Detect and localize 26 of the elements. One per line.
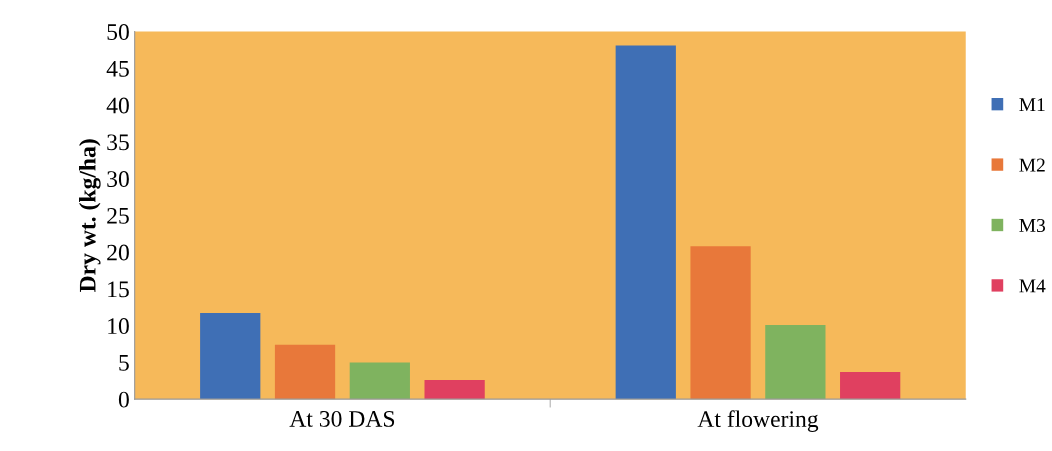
bar	[840, 371, 901, 400]
legend-label: M3	[1019, 218, 1046, 233]
x-tick-label: At flowering	[697, 410, 819, 432]
y-tick-label: 0	[118, 391, 129, 408]
bar	[200, 313, 261, 400]
legend-label: M2	[1019, 158, 1045, 172]
bar	[690, 246, 751, 400]
x-tick-label: At 30 DAS	[289, 410, 395, 427]
y-tick-label: 45	[106, 60, 129, 77]
y-tick-label: 5	[119, 355, 129, 371]
y-tick-label: 30	[107, 171, 129, 188]
y-tick-label: 35	[107, 134, 129, 151]
y-tick-label: 50	[107, 24, 129, 40]
legend-label: M4	[1019, 279, 1046, 293]
y-tick-label: 20	[107, 244, 129, 261]
y-tick-label: 15	[108, 281, 129, 298]
bar	[424, 380, 485, 400]
y-tick-label: 10	[108, 318, 129, 335]
bar	[349, 362, 410, 400]
y-axis-title: Dry wt. (kg/ha)	[79, 139, 101, 292]
bar	[615, 45, 676, 400]
y-tick-label: 25	[107, 207, 129, 224]
bar	[274, 344, 336, 400]
y-tick-label: 40	[106, 97, 129, 114]
legend-label: M1	[1019, 98, 1045, 112]
bar	[765, 324, 826, 400]
